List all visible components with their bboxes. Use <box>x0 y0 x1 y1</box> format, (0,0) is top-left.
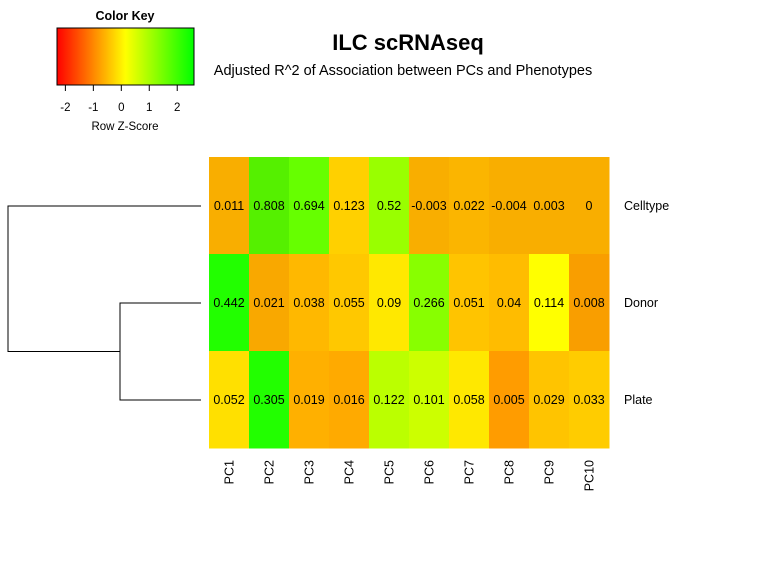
cell-value-label: 0 <box>586 199 593 213</box>
color-key-tick-label: 0 <box>118 102 124 114</box>
heatmap-cell <box>569 157 610 255</box>
cell-value-label: 0.808 <box>253 199 284 213</box>
column-label: PC10 <box>583 460 597 491</box>
row-dendrogram <box>7 205 201 401</box>
heatmap-cell <box>329 351 370 449</box>
cell-value-label: 0.005 <box>493 393 524 407</box>
heatmap-cell <box>529 254 570 352</box>
cell-value-label: 0.033 <box>573 393 604 407</box>
dendrogram-branch-donor-plate <box>119 302 201 401</box>
cell-value-label: 0.114 <box>534 296 564 310</box>
cell-value-label: 0.04 <box>497 296 521 310</box>
cell-value-label: 0.008 <box>573 296 604 310</box>
color-key-tick-label: 2 <box>174 102 180 114</box>
heatmap-cell <box>289 254 330 352</box>
heatmap-cell <box>489 351 530 449</box>
column-label: PC3 <box>303 460 317 484</box>
heatmap-cell <box>449 254 490 352</box>
column-label: PC4 <box>343 460 357 484</box>
color-key-xlabel: Row Z-Score <box>91 121 158 133</box>
cell-value-label: 0.029 <box>533 393 564 407</box>
heatmap-cell <box>369 254 410 352</box>
heatmap-cell <box>249 254 290 352</box>
heatmap-cell <box>489 254 530 352</box>
heatmap-cell <box>569 351 610 449</box>
heatmap-cell <box>489 157 530 255</box>
heatmap-cell <box>289 157 330 255</box>
heatmap-cell <box>209 254 250 352</box>
heatmap-cell <box>369 157 410 255</box>
column-label: PC5 <box>383 460 397 484</box>
heatmap-cell <box>409 254 450 352</box>
heatmap-cell <box>209 351 250 449</box>
cell-value-label: 0.09 <box>377 296 401 310</box>
row-labels: Celltype Donor Plate <box>624 199 669 407</box>
cell-value-label: 0.019 <box>293 393 324 407</box>
heatmap-cell <box>449 157 490 255</box>
color-key-title: Color Key <box>95 9 154 23</box>
color-key: Color Key -2 -1 0 1 2 Row Z-Score <box>56 9 195 133</box>
column-labels: PC1 PC2 PC3 PC4 PC5 PC6 PC7 PC8 PC9 PC10 <box>223 460 597 491</box>
cell-value-label: 0.442 <box>213 296 244 310</box>
cell-value-label: 0.694 <box>293 199 324 213</box>
cell-value-label: 0.038 <box>293 296 324 310</box>
row-label: Donor <box>624 296 658 310</box>
cell-value-label: 0.055 <box>333 296 364 310</box>
heatmap-cell <box>409 157 450 255</box>
color-key-bar <box>56 27 195 86</box>
color-key-tick-label: 1 <box>146 102 152 114</box>
heatmap-cell <box>529 157 570 255</box>
row-label: Plate <box>624 393 653 407</box>
heatmap-cell <box>289 351 330 449</box>
heatmap-cell <box>329 157 370 255</box>
cell-value-label: 0.305 <box>253 393 284 407</box>
heatmap-cell <box>369 351 410 449</box>
heatmap-cell <box>569 254 610 352</box>
cell-value-label: -0.004 <box>491 199 526 213</box>
dendrogram-branch-root <box>7 205 201 352</box>
column-label: PC9 <box>543 460 557 484</box>
row-label: Celltype <box>624 199 669 213</box>
cell-value-label: 0.003 <box>533 199 564 213</box>
heatmap-cell <box>249 157 290 255</box>
column-label: PC6 <box>423 460 437 484</box>
chart-title: ILC scRNAseq <box>332 30 484 55</box>
chart-subtitle: Adjusted R^2 of Association between PCs … <box>214 63 592 79</box>
column-label: PC7 <box>463 460 477 484</box>
column-label: PC1 <box>223 460 237 484</box>
cell-value-label: 0.052 <box>213 393 244 407</box>
column-label: PC8 <box>503 460 517 484</box>
cell-value-label: 0.122 <box>373 393 404 407</box>
cell-value-label: 0.058 <box>453 393 484 407</box>
heatmap-cell <box>209 157 250 255</box>
color-key-tick-label: -2 <box>60 102 70 114</box>
heatmap-cell <box>409 351 450 449</box>
cell-value-label: 0.051 <box>453 296 484 310</box>
heatmap-cells: 0.011 0.808 0.694 0.123 0.52 -0.003 0.022 -0.00… <box>209 157 610 449</box>
cell-value-label: 0.101 <box>413 393 444 407</box>
color-key-axis: -2 -1 0 1 2 <box>60 84 180 114</box>
cell-value-label: 0.52 <box>377 199 401 213</box>
cell-value-label: 0.022 <box>453 199 484 213</box>
cell-value-label: 0.011 <box>214 199 244 213</box>
heatmap-cell <box>329 254 370 352</box>
cell-value-label: 0.123 <box>333 199 364 213</box>
heatmap-cell <box>529 351 570 449</box>
cell-value-label: -0.003 <box>411 199 446 213</box>
heatmap-cell <box>249 351 290 449</box>
color-key-tick-label: -1 <box>88 102 98 114</box>
heatmap-cell <box>449 351 490 449</box>
cell-value-label: 0.266 <box>413 296 444 310</box>
cell-value-label: 0.016 <box>333 393 364 407</box>
column-label: PC2 <box>263 460 277 484</box>
cell-value-label: 0.021 <box>253 296 284 310</box>
